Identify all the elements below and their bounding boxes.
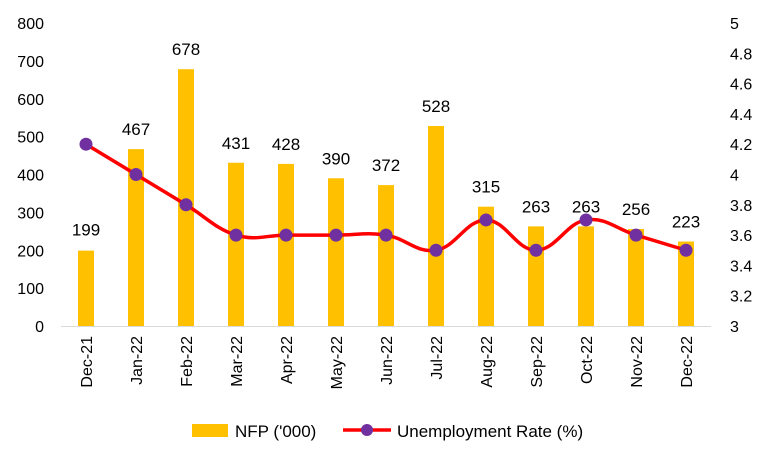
x-axis: Dec-21 Jan-22 Feb-22 Mar-22 Apr-22 May-22 Jun-… [61,326,711,389]
right-tick-label: 3 [730,319,739,336]
legend-line-label: Unemployment Rate (%) [397,422,583,441]
right-tick-label: 3.6 [730,228,752,245]
nfp-bar [328,178,344,326]
x-tick-label: May-22 [329,336,346,389]
nfp-data-label: 199 [72,221,100,240]
nfp-data-label: 678 [172,40,200,59]
nfp-data-label: 263 [572,197,600,216]
unemployment-marker [529,243,543,257]
nfp-bar [128,149,144,326]
nfp-data-label: 467 [122,120,150,139]
right-tick-label: 4 [730,168,739,185]
unemployment-marker [429,243,443,257]
x-tick-label: Apr-22 [279,336,296,384]
left-tick-label: 200 [17,243,44,260]
nfp-bar [428,126,444,327]
unemployment-marker [629,228,643,242]
unemployment-marker [329,228,343,242]
left-tick-label: 700 [17,54,44,71]
left-tick-label: 0 [35,319,44,336]
legend: NFP ('000) Unemployment Rate (%) [192,422,583,441]
nfp-bar [278,163,294,326]
nfp-data-label: 256 [622,200,650,219]
nfp-data-label: 372 [372,156,400,175]
nfp-data-label: 428 [272,135,300,154]
nfp-data-label: 528 [422,97,450,116]
plot-area: 199 467 678 431 428 390 372 528 315 263 263 256 223 [72,40,700,327]
left-tick-label: 300 [17,205,44,222]
unemployment-marker [479,213,493,227]
left-tick-label: 500 [17,130,44,147]
x-tick-label: Feb-22 [179,336,196,387]
nfp-bar [378,185,394,326]
nfp-bar [78,250,94,326]
unemployment-marker [79,137,93,151]
x-tick-label: Jul-22 [429,336,446,380]
left-tick-label: 100 [17,281,44,298]
unemployment-marker [679,243,693,257]
nfp-bar [228,162,244,326]
right-tick-label: 4.6 [730,77,752,94]
x-tick-label: Dec-21 [79,336,96,388]
nfp-data-label: 390 [322,149,350,168]
nfp-data-label: 223 [672,213,700,232]
unemployment-marker [579,213,593,227]
x-tick-label: Mar-22 [229,336,246,387]
left-y-axis: 0 100 200 300 400 500 600 700 800 [17,16,44,336]
right-tick-label: 3.8 [730,198,752,215]
x-tick-label: Oct-22 [579,336,596,384]
x-tick-label: Aug-22 [479,336,496,388]
legend-bar-label: NFP ('000) [235,422,316,441]
unemployment-marker [229,228,243,242]
x-tick-label: Nov-22 [629,336,646,388]
x-tick-label: Jun-22 [379,336,396,385]
nfp-data-label: 315 [472,178,500,197]
right-tick-label: 4.4 [730,107,752,124]
right-tick-label: 5 [730,16,739,33]
nfp-bar [478,206,494,326]
unemployment-marker [379,228,393,242]
nfp-data-label: 263 [522,197,550,216]
x-tick-label: Sep-22 [529,336,546,388]
left-tick-label: 800 [17,16,44,33]
right-tick-label: 4.8 [730,46,752,63]
nfp-bar [578,226,594,326]
nfp-bar [628,229,644,326]
x-tick-label: Jan-22 [129,336,146,385]
nfp-bar [178,69,194,327]
right-tick-label: 4.2 [730,137,752,154]
x-tick-label: Dec-22 [679,336,696,388]
right-tick-label: 3.2 [730,289,752,306]
unemployment-marker [179,198,193,212]
unemployment-marker [279,228,293,242]
right-tick-label: 3.4 [730,258,752,275]
nfp-bar [678,241,694,326]
legend-bar-swatch [192,424,228,437]
nfp-data-label: 431 [222,134,250,153]
right-y-axis: 3 3.2 3.4 3.6 3.8 4 4.2 4.4 4.6 4.8 5 [730,16,752,336]
left-tick-label: 600 [17,92,44,109]
nfp-bar [528,226,544,326]
unemployment-marker [129,168,143,181]
legend-line-marker [361,424,373,436]
left-tick-label: 400 [17,168,44,185]
